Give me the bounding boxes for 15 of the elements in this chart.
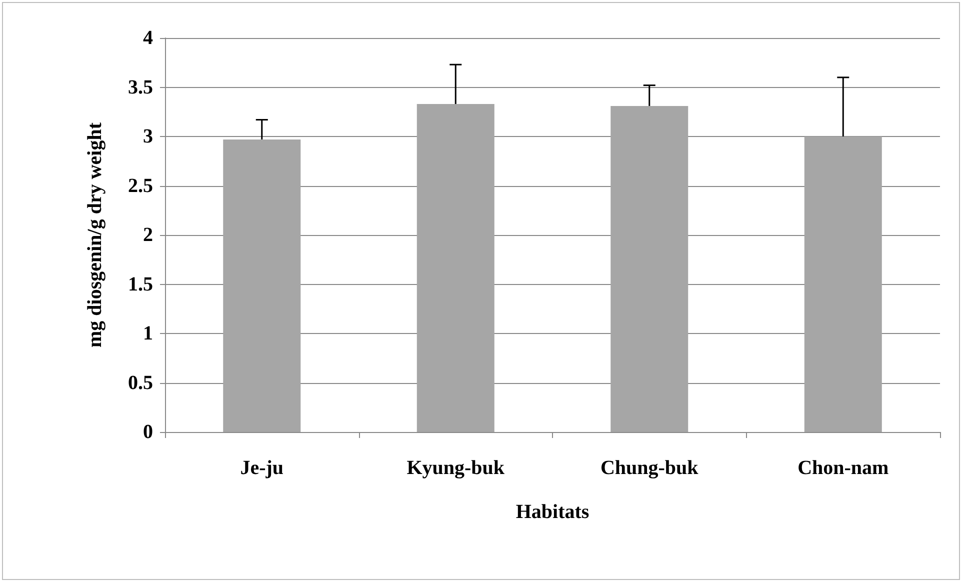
y-tick-label: 2 (143, 224, 153, 246)
y-axis-title: mg diosgenin/g dry weight (84, 122, 106, 348)
y-tick-label: 0.5 (128, 372, 153, 394)
y-tick-label: 4 (143, 27, 153, 49)
y-tick-label: 3.5 (128, 76, 153, 98)
x-axis-title: Habitats (516, 501, 590, 523)
x-tick-label: Chung-buk (600, 457, 700, 479)
x-tick-label: Kyung-buk (406, 457, 506, 479)
x-tick-label: Je-ju (240, 457, 284, 479)
y-tick-label: 3 (143, 126, 153, 148)
y-tick-label: 2.5 (128, 174, 153, 197)
y-tick-label: 1 (143, 322, 153, 344)
y-tick-label: 0 (143, 421, 153, 443)
y-tick-label: 1.5 (128, 273, 153, 296)
x-tick-label: Chon-nam (798, 457, 890, 479)
